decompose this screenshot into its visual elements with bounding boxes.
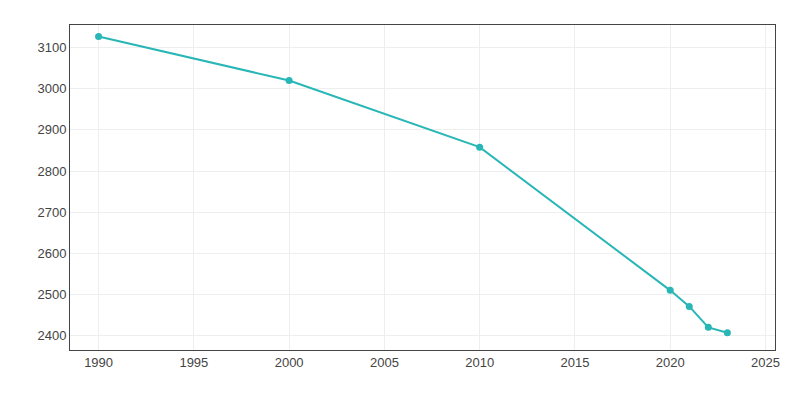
svg-text:2500: 2500 [37, 287, 66, 302]
svg-text:2800: 2800 [37, 164, 66, 179]
svg-text:2900: 2900 [37, 122, 66, 137]
svg-text:2000: 2000 [275, 355, 304, 370]
svg-text:2005: 2005 [370, 355, 399, 370]
svg-text:2700: 2700 [37, 205, 66, 220]
svg-text:1995: 1995 [179, 355, 208, 370]
svg-text:2025: 2025 [751, 355, 780, 370]
svg-text:1990: 1990 [84, 355, 113, 370]
svg-text:2600: 2600 [37, 246, 66, 261]
svg-text:2400: 2400 [37, 328, 66, 343]
svg-text:3000: 3000 [37, 81, 66, 96]
svg-text:2015: 2015 [560, 355, 589, 370]
svg-text:2020: 2020 [656, 355, 685, 370]
svg-text:2010: 2010 [465, 355, 494, 370]
svg-text:3100: 3100 [37, 40, 66, 55]
